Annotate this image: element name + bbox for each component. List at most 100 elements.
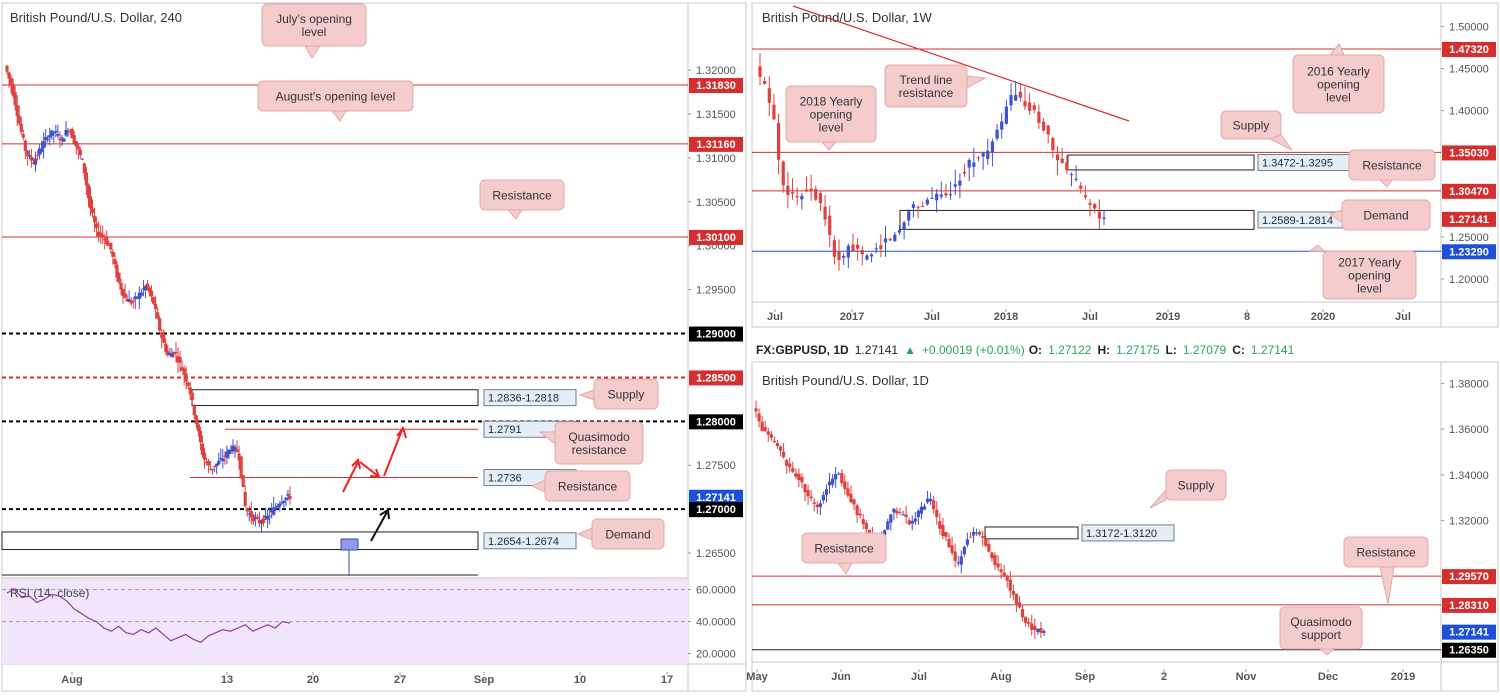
weekly-candle [944,193,948,196]
left-date-label: Aug [61,674,82,686]
left-candle [105,237,109,245]
weekly-callout-trendline-pointer [966,75,987,89]
weekly-candle [842,256,846,258]
weekly-candle [986,150,990,160]
left-candle [284,497,288,500]
left-candle [111,251,115,257]
left-candle [268,515,272,517]
weekly-price-tag: 1.35030 [1449,147,1489,159]
left-candle [166,351,170,356]
left-candle [129,300,133,304]
left-candle [247,513,251,515]
left-candle [143,285,148,291]
daily-candle [922,506,927,510]
weekly-callout-2018-line: 2018 Yearly [800,95,863,109]
daily-price-tag-tag [1442,624,1496,640]
daily-candle [781,451,786,458]
daily-candle [984,538,988,546]
daily-candle [935,509,939,517]
left-candle [70,129,74,139]
daily-candle [883,530,887,536]
daily-candle [965,539,970,545]
left-candle [137,292,141,299]
left-candle [151,297,156,304]
left-candle [42,141,46,149]
left-callout-supply-line: Supply [608,388,645,402]
left-candle [235,449,239,452]
left-candle [123,293,127,298]
daily-candle [971,531,976,536]
weekly-candle [1055,154,1060,161]
daily-candle [772,440,776,443]
left-demand-zone [1,531,479,551]
left-candle [109,242,113,250]
left-candle [278,503,282,507]
weekly-candle [1018,91,1022,98]
daily-candle [1027,621,1031,624]
left-candle [154,303,158,310]
weekly-price-tag: 1.47320 [1449,44,1489,56]
daily-candle [846,488,850,496]
left-candle [80,158,84,160]
weekly-candle [1074,178,1078,180]
weekly-candle [967,159,971,168]
left-supply-zone [191,389,479,407]
daily-candle [1011,590,1015,595]
left-callout-resistance2-line: Resistance [558,480,618,494]
weekly-candle [1023,101,1027,107]
daily-price-tag: 1.26350 [1449,645,1489,657]
left-candle [131,300,135,302]
daily-candle [1014,593,1019,605]
left-candle [182,368,186,376]
left-candle [127,299,131,302]
left-candle [259,522,264,524]
left-candle [97,231,101,237]
left-candle [266,515,270,520]
left-candle [221,458,225,462]
left-callout-july-pointer [304,45,321,59]
weekly-date-label: Jul [1395,311,1411,323]
left-candle [274,507,278,510]
left-candle [156,312,160,319]
left-candle [44,136,48,141]
left-candle [206,461,211,466]
left-candle [184,373,188,382]
left-resistance-value: 1.2736 [488,473,522,485]
left-candle [213,466,217,468]
weekly-candle [897,230,902,233]
left-candle [135,297,139,299]
daily-candle [993,555,997,566]
left-candle [178,356,182,363]
weekly-candle [1032,105,1036,110]
daily-callout-supply-pointer [1149,488,1167,509]
weekly-date-label: 2018 [994,311,1018,323]
left-candle [251,515,255,522]
weekly-price-tag: 1.23290 [1449,246,1489,258]
weekly-candle [767,88,771,103]
weekly-callout-resistance-line: Resistance [1362,159,1422,173]
left-candle [52,132,56,134]
left-price-tag-tag [689,370,743,386]
left-date-label: Sep [474,674,494,686]
left-axis-label: 1.29500 [696,285,736,297]
left-date-label: 20 [307,674,319,686]
left-candle [13,91,17,106]
weekly-callout-2017-line: level [1357,282,1382,296]
left-demand-value: 1.2654-1.2674 [488,536,559,548]
daily-callout-resistance2-pointer [1379,566,1395,605]
daily-candle [818,503,822,508]
left-candle [223,455,227,457]
left-candle [139,292,143,296]
rsi-axis-label: 20.0000 [696,649,736,661]
daily-candle [754,408,758,412]
left-candle [11,83,15,96]
left-callout-resistance-pointer [506,209,523,220]
left-candle [160,332,164,338]
left-candle [23,140,27,151]
daily-candle [1002,572,1006,577]
daily-candle [1005,576,1009,581]
header-low-label: L: [1166,343,1177,357]
left-arrow-up-2 [383,429,403,477]
daily-price-tag: 1.29570 [1449,571,1489,583]
